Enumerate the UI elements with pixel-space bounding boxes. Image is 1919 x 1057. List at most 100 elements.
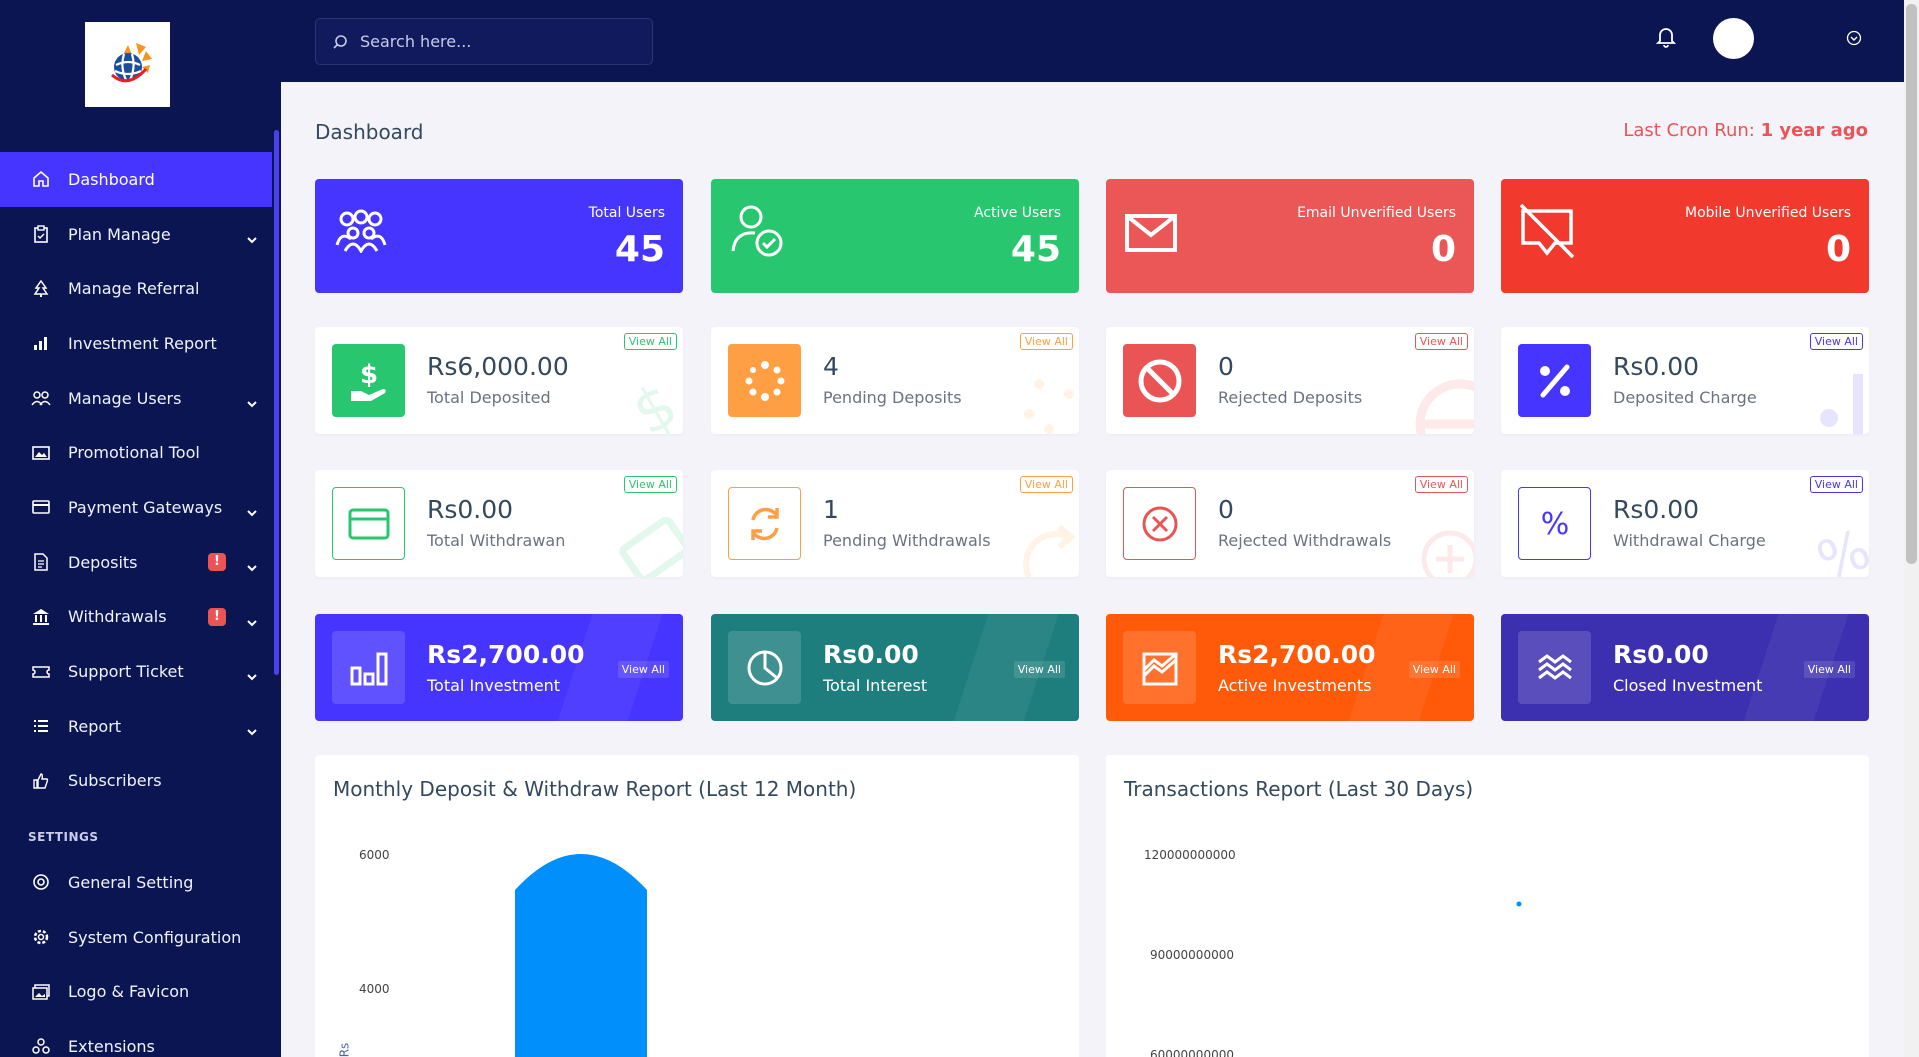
- sidebar-item-plan-manage[interactable]: Plan Manage: [0, 207, 272, 262]
- stat-value: Rs2,700.00: [427, 640, 585, 669]
- images-icon: [30, 981, 52, 1003]
- bell-icon[interactable]: [1655, 26, 1677, 52]
- sidebar-item-manage-users[interactable]: Manage Users: [0, 371, 272, 426]
- chevron-down-icon[interactable]: [1846, 30, 1862, 50]
- total-users-card[interactable]: Total Users 45: [315, 179, 683, 293]
- sidebar-nav: Dashboard Plan Manage Manage Referral In…: [0, 152, 272, 808]
- y-tick-label: 4000: [359, 982, 390, 996]
- cog-icon: [30, 926, 52, 948]
- sidebar-item-extensions[interactable]: Extensions: [0, 1019, 272, 1057]
- view-all-button[interactable]: View All: [1414, 333, 1468, 350]
- hand-money-icon: $: [332, 344, 405, 417]
- chevron-down-icon: [246, 229, 258, 248]
- view-all-button[interactable]: View All: [1414, 476, 1468, 493]
- stat-value: 0: [1218, 352, 1234, 381]
- sidebar-item-logo-favicon[interactable]: Logo & Favicon: [0, 964, 272, 1019]
- active-users-card[interactable]: Active Users 45: [711, 179, 1079, 293]
- stat-value: Rs6,000.00: [427, 352, 569, 381]
- sidebar-item-dashboard[interactable]: Dashboard: [0, 152, 272, 207]
- stat-label: Pending Withdrawals: [823, 531, 991, 550]
- stat-label: Mobile Unverified Users: [1684, 205, 1851, 221]
- svg-text:%: %: [1540, 507, 1569, 542]
- view-all-button[interactable]: View All: [617, 661, 669, 678]
- sidebar-item-promotional-tool[interactable]: Promotional Tool: [0, 425, 272, 480]
- card-watermark-icon: [619, 517, 683, 577]
- sidebar-item-label: Plan Manage: [68, 224, 171, 244]
- total-deposited-card: $ Rs6,000.00 Total Deposited View All $: [315, 327, 683, 434]
- sidebar-item-general-setting[interactable]: General Setting: [0, 855, 272, 910]
- total-interest-card: Rs0.00 Total Interest View All: [711, 614, 1079, 721]
- stat-label: Active Investments: [1218, 676, 1372, 695]
- sidebar-item-withdrawals[interactable]: Withdrawals !: [0, 590, 272, 645]
- sidebar-item-label: Deposits: [68, 552, 138, 572]
- panel-title: Monthly Deposit & Withdraw Report (Last …: [333, 777, 857, 801]
- puzzle-icon: [30, 1035, 52, 1057]
- rejected-withdrawals-card: 0 Rejected Withdrawals View All: [1106, 470, 1474, 577]
- alert-badge: !: [208, 607, 226, 626]
- stat-label: Total Users: [588, 205, 665, 221]
- avatar[interactable]: [1713, 18, 1754, 59]
- stat-label: Total Deposited: [427, 388, 551, 407]
- stat-value: 45: [1010, 229, 1061, 270]
- sidebar-item-report[interactable]: Report: [0, 699, 272, 754]
- view-all-button[interactable]: View All: [1803, 661, 1855, 678]
- total-investment-card: Rs2,700.00 Total Investment View All: [315, 614, 683, 721]
- sync-watermark-icon: [1023, 524, 1076, 577]
- y-tick-label: 90000000000: [1150, 948, 1234, 962]
- mobile-unverified-card[interactable]: Mobile Unverified Users 0: [1501, 179, 1869, 293]
- monthly-report-panel: Monthly Deposit & Withdraw Report (Last …: [315, 755, 1079, 1057]
- view-all-button[interactable]: View All: [623, 476, 677, 493]
- stat-label: Withdrawal Charge: [1613, 531, 1766, 550]
- sidebar-item-label: Subscribers: [68, 771, 162, 791]
- file-invoice-icon: [30, 551, 52, 573]
- sidebar-scrollbar[interactable]: [274, 130, 279, 675]
- view-all-button[interactable]: View All: [623, 333, 677, 350]
- sidebar-item-system-configuration[interactable]: System Configuration: [0, 910, 272, 965]
- mobile-off-icon: [1519, 203, 1575, 263]
- stat-value: Rs0.00: [1613, 495, 1700, 524]
- chevron-down-icon: [246, 502, 258, 521]
- transactions-report-panel: Transactions Report (Last 30 Days) 12000…: [1106, 755, 1869, 1057]
- sidebar-item-subscribers[interactable]: Subscribers: [0, 754, 272, 809]
- sidebar-item-investment-report[interactable]: Investment Report: [0, 316, 272, 371]
- view-all-button[interactable]: View All: [1013, 661, 1065, 678]
- stat-label: Deposited Charge: [1613, 388, 1757, 407]
- stat-value: Rs0.00: [823, 640, 919, 669]
- chevron-down-icon: [246, 721, 258, 740]
- stat-value: 0: [1218, 495, 1234, 524]
- search-input[interactable]: Search here...: [315, 18, 653, 65]
- list-icon: [30, 715, 52, 737]
- users-group-icon: [333, 209, 389, 257]
- brand-logo[interactable]: [85, 22, 170, 107]
- deposited-charge-card: Rs0.00 Deposited Charge View All: [1501, 327, 1869, 434]
- sidebar-item-payment-gateways[interactable]: Payment Gateways: [0, 480, 272, 535]
- main-content: Dashboard Last Cron Run: 1 year ago Tota…: [281, 82, 1904, 1057]
- sidebar-item-deposits[interactable]: Deposits !: [0, 535, 272, 590]
- view-all-button[interactable]: View All: [1809, 333, 1863, 350]
- stat-value: Rs2,700.00: [1218, 640, 1376, 669]
- total-withdrawan-card: Rs0.00 Total Withdrawan View All: [315, 470, 683, 577]
- user-check-icon: [729, 205, 785, 263]
- y-tick-label: 60000000000: [1150, 1048, 1234, 1057]
- sidebar-item-label: Withdrawals: [68, 607, 167, 627]
- sidebar-item-manage-referral[interactable]: Manage Referral: [0, 261, 272, 316]
- stat-value: 4: [823, 352, 839, 381]
- view-all-button[interactable]: View All: [1809, 476, 1863, 493]
- page-scrollbar-thumb[interactable]: [1906, 4, 1917, 564]
- ticket-icon: [30, 661, 52, 683]
- cron-label: Last Cron Run:: [1623, 120, 1755, 141]
- alert-badge: !: [208, 552, 226, 571]
- view-all-button[interactable]: View All: [1408, 661, 1460, 678]
- y-tick-label: 6000: [359, 848, 390, 862]
- globe-logo-icon: [110, 42, 152, 82]
- deposit-bar: [515, 854, 647, 1057]
- sync-icon: [728, 487, 801, 560]
- sidebar-item-support-ticket[interactable]: Support Ticket: [0, 644, 272, 699]
- stat-label: Email Unverified Users: [1297, 205, 1456, 221]
- email-unverified-card[interactable]: Email Unverified Users 0: [1106, 179, 1474, 293]
- sidebar-item-label: Support Ticket: [68, 662, 184, 682]
- view-all-button[interactable]: View All: [1019, 476, 1073, 493]
- view-all-button[interactable]: View All: [1019, 333, 1073, 350]
- sidebar-item-label: Promotional Tool: [68, 443, 200, 463]
- sidebar-item-label: Dashboard: [68, 169, 155, 189]
